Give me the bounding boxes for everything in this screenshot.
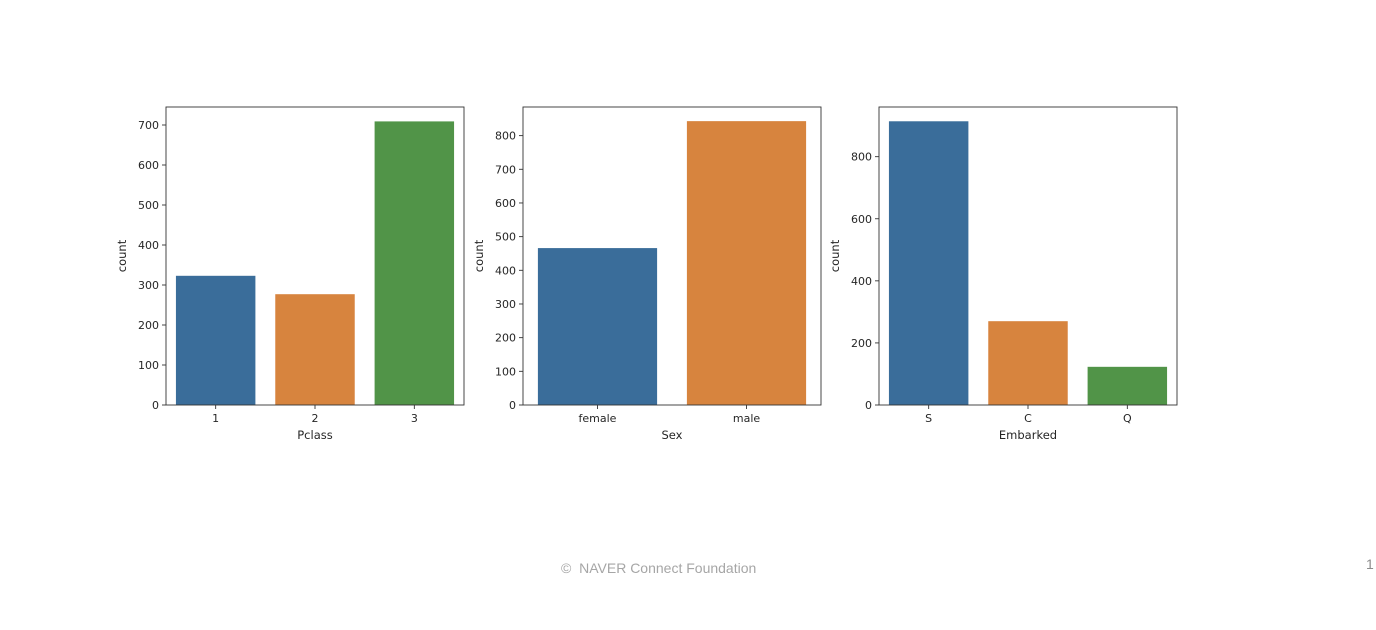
y-tick-label-1-400: 400: [138, 239, 159, 252]
y-tick-label-1-0: 0: [152, 399, 159, 412]
y-tick-label-2-400: 400: [495, 264, 516, 277]
y-tick-label-2-0: 0: [509, 399, 516, 412]
y-tick-label-2-500: 500: [495, 231, 516, 244]
y-tick-label-2-100: 100: [495, 365, 516, 378]
x-tick-label-2-male: male: [733, 412, 761, 425]
y-tick-label-3-800: 800: [851, 151, 872, 164]
y-tick-label-1-200: 200: [138, 319, 159, 332]
axes-frame-2: [522, 106, 822, 406]
y-tick-label-2-600: 600: [495, 197, 516, 210]
y-tick-label-1-100: 100: [138, 359, 159, 372]
x-tick-label-1-3: 3: [411, 412, 418, 425]
y-tick-label-2-200: 200: [495, 332, 516, 345]
y-tick-label-3-200: 200: [851, 337, 872, 350]
y-tick-label-3-600: 600: [851, 213, 872, 226]
y-tick-label-1-600: 600: [138, 159, 159, 172]
x-tick-label-2-female: female: [579, 412, 617, 425]
y-tick-label-1-300: 300: [138, 279, 159, 292]
y-tick-label-2-300: 300: [495, 298, 516, 311]
y-tick-label-3-0: 0: [865, 399, 872, 412]
bar-3-S: [888, 121, 969, 405]
y-tick-label-2-800: 800: [495, 130, 516, 143]
y-tick-label-3-400: 400: [851, 275, 872, 288]
bar-3-Q: [1087, 366, 1168, 405]
y-axis-label-1: count: [115, 239, 129, 272]
bar-1-3: [374, 121, 455, 406]
x-axis-label-2: Sex: [662, 428, 683, 442]
x-axis-label-1: Pclass: [297, 428, 332, 442]
y-axis-label-3: count: [828, 239, 842, 272]
footer-copyright: © NAVER Connect Foundation: [561, 560, 756, 576]
y-tick-label-2-700: 700: [495, 163, 516, 176]
bar-1-2: [275, 294, 355, 405]
y-tick-label-1-500: 500: [138, 199, 159, 212]
bar-2-male: [686, 121, 807, 406]
x-tick-label-1-1: 1: [212, 412, 219, 425]
bar-2-female: [537, 248, 658, 405]
footer-text: NAVER Connect Foundation: [579, 560, 757, 576]
y-tick-label-1-700: 700: [138, 119, 159, 132]
x-tick-label-3-S: S: [925, 412, 932, 425]
x-tick-label-3-Q: Q: [1123, 412, 1132, 425]
page-number: 1: [1366, 556, 1374, 572]
x-axis-label-3: Embarked: [999, 428, 1057, 442]
x-tick-label-1-2: 2: [312, 412, 319, 425]
x-tick-label-3-C: C: [1024, 412, 1032, 425]
bar-3-C: [988, 321, 1068, 405]
y-axis-label-2: count: [472, 239, 486, 272]
copyright-icon: ©: [561, 560, 572, 576]
bar-1-1: [175, 275, 256, 405]
